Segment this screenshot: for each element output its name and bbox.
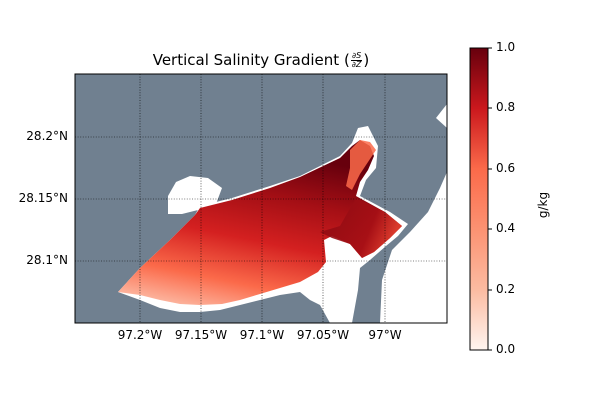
colorbar <box>470 48 488 350</box>
upper-lake-water <box>168 176 222 214</box>
colorbar-ticks <box>488 47 492 351</box>
colorbar-tick-label: 0.6 <box>496 161 516 175</box>
northeast-water <box>436 104 447 128</box>
lon-tick-label: 97.2°W <box>117 328 163 342</box>
map-frame <box>74 73 448 324</box>
lat-tick-label: 28.15°N <box>18 191 68 205</box>
fraction-denominator: ∂Z <box>351 60 362 69</box>
colorbar-tick-label: 0.4 <box>496 221 516 235</box>
colorbar-tick-label: 0.2 <box>496 282 516 296</box>
salinity-channel <box>346 140 376 190</box>
colorbar-unit-label: g/kg <box>536 191 551 219</box>
colorbar-frame <box>469 47 489 351</box>
colorbar-tick-label: 0.8 <box>496 100 516 114</box>
salinity-arm <box>320 198 402 258</box>
lon-tick-label: 97.1°W <box>239 328 285 342</box>
title-text: Vertical Salinity Gradient ( <box>152 51 350 69</box>
salinity-field <box>118 140 402 305</box>
colorbar-tick-label: 1.0 <box>496 40 516 54</box>
lon-tick-label: 97.05°W <box>296 328 350 342</box>
fraction-numerator: ∂S <box>350 51 363 61</box>
gulf-water <box>380 172 447 323</box>
lon-tick-label: 97°W <box>368 328 402 342</box>
chart-title: Vertical Salinity Gradient (∂S ∂Z) <box>75 50 447 70</box>
gridlines <box>75 74 447 323</box>
partial-derivative-fraction: ∂S ∂Z <box>350 51 363 69</box>
colorbar-tick-label: 0.0 <box>496 342 516 356</box>
map-area <box>75 74 447 323</box>
lat-tick-label: 28.1°N <box>26 253 68 267</box>
title-close: ) <box>363 51 370 69</box>
lon-tick-label: 97.15°W <box>174 328 228 342</box>
lat-tick-label: 28.2°N <box>26 129 68 143</box>
